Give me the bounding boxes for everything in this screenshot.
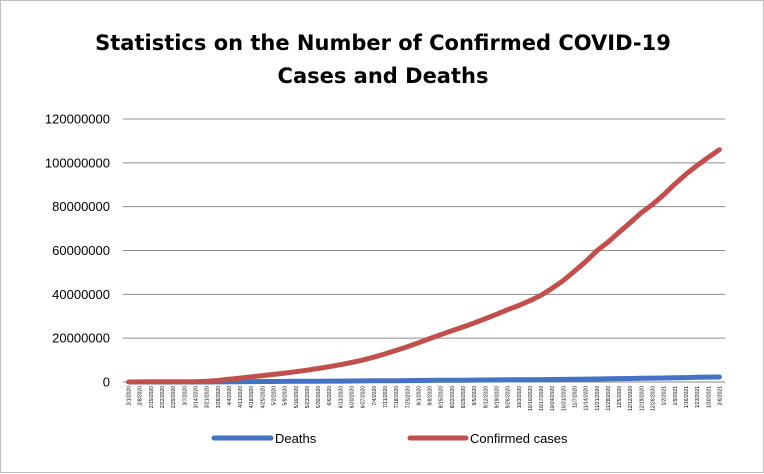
x-tick-label: 8/15/2020	[439, 386, 445, 408]
y-tick-label: 120000000	[45, 112, 110, 127]
x-tick-label: 6/27/2020	[361, 386, 367, 408]
x-tick-label: 2/1/2020	[127, 386, 133, 406]
x-tick-label: 2/8/2020	[138, 386, 144, 406]
x-tick-label: 2/15/2020	[149, 386, 155, 408]
x-tick-label: 11/7/2020	[573, 386, 579, 408]
series-lines	[126, 147, 722, 385]
x-tick-label: 1/23/2021	[695, 386, 701, 408]
y-tick-label: 60000000	[52, 243, 110, 258]
x-axis-ticks: 2/1/2020 2/8/2020 2/15/2020 2/22/2020 2/29/2…	[127, 386, 724, 411]
series-line-confirmed-cases	[126, 147, 722, 385]
x-tick-label: 7/18/2020	[394, 386, 400, 408]
x-tick-label: 3/14/2020	[193, 386, 199, 408]
x-tick-label: 5/2/2020	[272, 386, 278, 406]
x-tick-label: 9/19/2020	[494, 386, 500, 408]
legend: Deaths Confirmed cases	[211, 431, 568, 446]
y-tick-label: 80000000	[52, 199, 110, 214]
x-tick-label: 12/12/2020	[628, 386, 634, 411]
x-tick-label: 4/25/2020	[260, 386, 266, 408]
x-tick-label: 9/12/2020	[483, 386, 489, 408]
x-tick-label: 12/19/2020	[639, 386, 645, 411]
x-tick-label: 8/1/2020	[416, 386, 422, 406]
x-tick-label: 4/11/2020	[238, 386, 244, 408]
chart-title-line-1: Statistics on the Number of Confirmed CO…	[95, 31, 671, 55]
x-tick-label: 7/4/2020	[372, 386, 378, 406]
x-tick-label: 5/30/2020	[316, 386, 322, 408]
y-tick-label: 20000000	[52, 331, 110, 346]
x-tick-label: 3/7/2020	[182, 386, 188, 406]
legend-label: Deaths	[275, 431, 317, 446]
x-tick-label: 11/21/2020	[595, 386, 601, 411]
x-tick-label: 12/5/2020	[617, 386, 623, 408]
x-tick-label: 8/8/2020	[428, 386, 434, 406]
chart-title-line-2: Cases and Deaths	[277, 64, 489, 88]
y-tick-label: 0	[103, 375, 110, 390]
x-tick-label: 4/4/2020	[227, 386, 233, 406]
chart-title: Statistics on the Number of Confirmed CO…	[1, 27, 764, 93]
x-tick-label: 5/23/2020	[305, 386, 311, 408]
x-tick-label: 1/2/2021	[662, 386, 668, 406]
x-tick-label: 8/29/2020	[461, 386, 467, 408]
x-tick-label: 1/9/2021	[673, 386, 679, 406]
x-tick-label: 5/9/2020	[283, 386, 289, 406]
x-tick-label: 2/22/2020	[160, 386, 166, 408]
x-tick-label: 10/24/2020	[550, 386, 556, 411]
x-tick-label: 2/6/2021	[717, 386, 723, 406]
x-tick-label: 5/16/2020	[294, 386, 300, 408]
x-tick-label: 3/28/2020	[216, 386, 222, 408]
x-tick-label: 9/26/2020	[506, 386, 512, 408]
x-tick-label: 11/28/2020	[606, 386, 612, 411]
x-tick-label: 10/3/2020	[517, 386, 523, 408]
x-tick-label: 9/5/2020	[472, 386, 478, 406]
x-tick-label: 11/14/2020	[584, 386, 590, 411]
x-tick-label: 1/30/2021	[706, 386, 712, 408]
x-tick-label: 1/16/2021	[684, 386, 690, 408]
x-tick-label: 6/6/2020	[327, 386, 333, 406]
x-tick-label: 4/18/2020	[249, 386, 255, 408]
x-tick-label: 10/17/2020	[539, 386, 545, 411]
x-tick-label: 12/26/2020	[651, 386, 657, 411]
y-tick-label: 100000000	[45, 155, 110, 170]
legend-label: Confirmed cases	[470, 431, 568, 446]
x-tick-label: 3/21/2020	[205, 386, 211, 408]
x-tick-label: 10/10/2020	[528, 386, 534, 411]
x-tick-label: 2/29/2020	[171, 386, 177, 408]
x-tick-label: 6/13/2020	[338, 386, 344, 408]
x-tick-label: 10/31/2020	[561, 386, 567, 411]
x-tick-label: 8/22/2020	[450, 386, 456, 408]
y-tick-label: 40000000	[52, 287, 110, 302]
x-tick-label: 7/11/2020	[383, 386, 389, 408]
y-axis-ticks: 0 20000000 40000000 60000000 80000000 1000000…	[45, 112, 110, 390]
x-tick-label: 7/25/2020	[405, 386, 411, 408]
x-tick-label: 6/20/2020	[350, 386, 356, 408]
